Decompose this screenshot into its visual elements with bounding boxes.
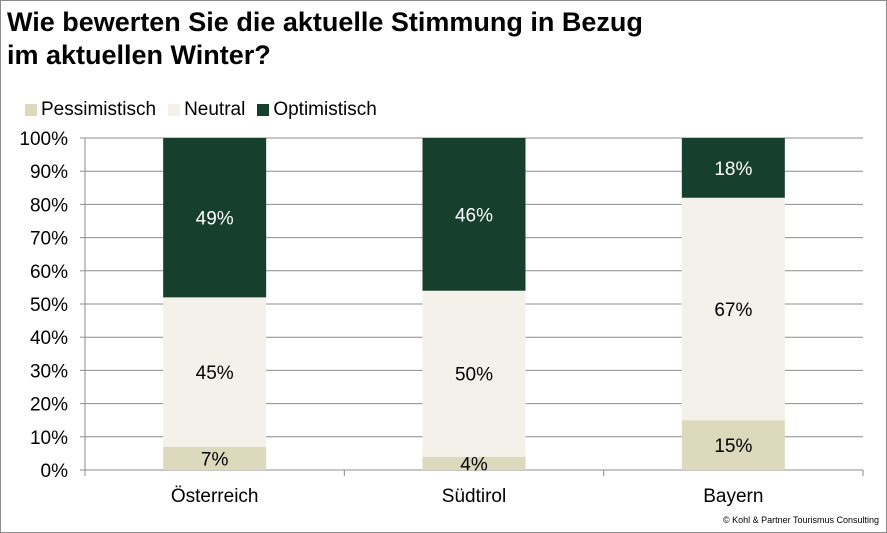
x-tick-label: Südtirol — [442, 486, 506, 507]
data-label: 4% — [460, 454, 488, 475]
bar-segment-pessimistisch — [163, 446, 267, 470]
chart-title-line-1: Wie bewerten Sie die aktuelle Stimmung i… — [7, 7, 643, 37]
copyright-note: © Kohl & Partner Tourismus Consulting — [722, 515, 879, 525]
chart-title: Wie bewerten Sie die aktuelle Stimmung i… — [7, 6, 827, 72]
data-label: 18% — [714, 159, 752, 180]
chart-title-line-2: im aktuellen Winter? — [7, 40, 271, 70]
y-tick-label: 90% — [30, 162, 68, 183]
y-tick-label: 40% — [30, 328, 68, 349]
y-tick-label: 80% — [30, 195, 68, 216]
y-tick-label: 70% — [30, 229, 68, 250]
y-tick-label: 60% — [30, 262, 68, 283]
bar-segment-neutral — [422, 290, 526, 457]
bar-segment-neutral — [681, 197, 785, 421]
data-label: 50% — [455, 365, 493, 386]
legend-swatch-optimistisch — [257, 104, 270, 116]
chart-legend: Pessimistisch Neutral Optimistisch — [25, 98, 389, 122]
legend-item-optimistisch: Optimistisch — [257, 99, 377, 121]
legend-label-optimistisch: Optimistisch — [273, 99, 377, 120]
bar-segment-neutral — [163, 297, 267, 447]
x-tick-label: Bayern — [703, 486, 763, 507]
bar-segment-optimistisch — [681, 138, 785, 198]
legend-item-pessimistisch: Pessimistisch — [25, 99, 156, 121]
legend-swatch-pessimistisch — [25, 104, 37, 116]
y-tick-label: 50% — [30, 295, 68, 316]
data-label: 67% — [714, 300, 752, 321]
legend-swatch-neutral — [168, 104, 181, 116]
legend-item-neutral: Neutral — [168, 99, 245, 121]
data-label: 45% — [196, 363, 234, 384]
y-tick-label: 30% — [30, 361, 68, 382]
y-tick-label: 100% — [19, 129, 68, 150]
legend-label-pessimistisch: Pessimistisch — [41, 99, 157, 120]
bar-segment-pessimistisch — [681, 420, 785, 470]
x-tick-label: Österreich — [171, 486, 259, 507]
y-tick-label: 0% — [41, 461, 69, 482]
data-label: 15% — [714, 436, 752, 457]
legend-label-neutral: Neutral — [184, 99, 246, 120]
data-label: 46% — [455, 205, 493, 226]
y-tick-label: 20% — [30, 395, 68, 416]
bar-segment-pessimistisch — [422, 456, 526, 470]
bar-segment-optimistisch — [422, 138, 526, 291]
bar-segment-optimistisch — [163, 138, 267, 298]
data-label: 7% — [201, 449, 229, 470]
data-label: 49% — [196, 209, 234, 230]
y-tick-label: 10% — [30, 428, 68, 449]
